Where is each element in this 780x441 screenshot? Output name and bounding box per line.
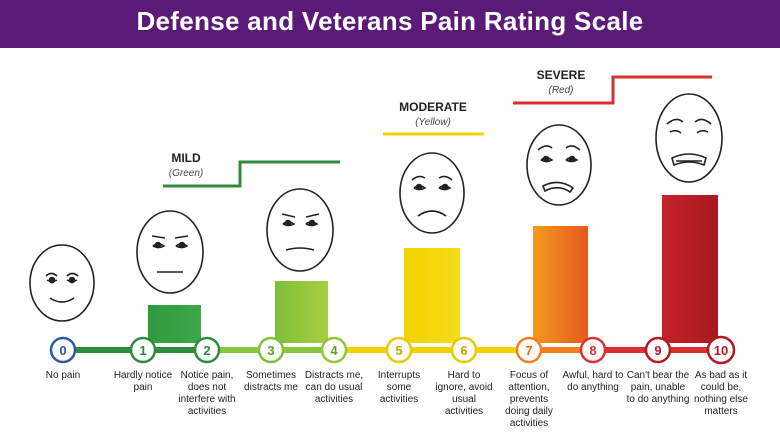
title-banner: Defense and Veterans Pain Rating Scale [0,0,780,48]
severe-step-line [513,75,712,105]
node-1: 1 [129,336,157,364]
desc-level-10: As bad as it could be, nothing else matt… [694,370,748,417]
page-title: Defense and Veterans Pain Rating Scale [136,6,644,36]
desc-level-2: Notice pain, does not interfere with act… [178,370,236,417]
node-4-number: 4 [330,343,338,358]
node-2: 2 [193,336,221,364]
desc-level-8: Awful, hard to do anything [562,370,624,393]
desc-level-5: Interrupts some activities [377,370,421,405]
category-severe-color: (Red) [548,85,573,96]
face-5-icon [399,152,465,234]
node-9-number: 9 [654,343,661,358]
face-7-icon [526,124,592,206]
node-7: 7 [515,336,543,364]
category-moderate-color: (Yellow) [415,117,451,128]
desc-level-6: Hard to ignore, avoid usual activities [435,370,493,417]
desc-level-4: Distracts me, can do usual activities [304,370,364,405]
node-5-number: 5 [395,343,402,358]
bar-level-10 [662,195,718,343]
node-6: 6 [450,336,478,364]
node-0: 0 [49,336,77,364]
node-10-number: 10 [714,343,728,358]
category-severe-label: SEVERE [537,68,586,82]
face-1-icon [136,210,204,294]
node-8-number: 8 [589,343,596,358]
desc-level-0: No pain [45,370,81,381]
face-9-icon [655,93,723,183]
bar-level-4 [275,281,328,343]
node-3-number: 3 [267,343,274,358]
node-2-number: 2 [203,343,210,358]
bar-level-6 [404,248,460,343]
face-3-icon [266,188,334,272]
node-3: 3 [257,336,285,364]
face-0-icon [29,244,95,322]
category-mild-label: MILD [171,151,201,165]
category-mild-color: (Green) [169,168,203,179]
node-9: 9 [644,336,672,364]
bar-level-2 [148,305,201,343]
node-6-number: 6 [460,343,467,358]
node-10: 10 [706,335,736,365]
category-moderate-label: MODERATE [399,100,467,114]
node-8: 8 [579,336,607,364]
node-1-number: 1 [139,343,146,358]
bar-level-8 [533,226,588,343]
desc-level-9: Can't bear the pain, unable to do anythi… [626,370,690,405]
desc-level-7: Focus of attention, prevents doing daily… [505,370,553,429]
mild-step-line [163,160,340,188]
node-0-number: 0 [59,343,66,358]
desc-level-1: Hardly notice pain [113,370,173,393]
node-5: 5 [385,336,413,364]
node-7-number: 7 [525,343,532,358]
node-4: 4 [320,336,348,364]
desc-level-3: Sometimes distracts me [244,370,298,393]
